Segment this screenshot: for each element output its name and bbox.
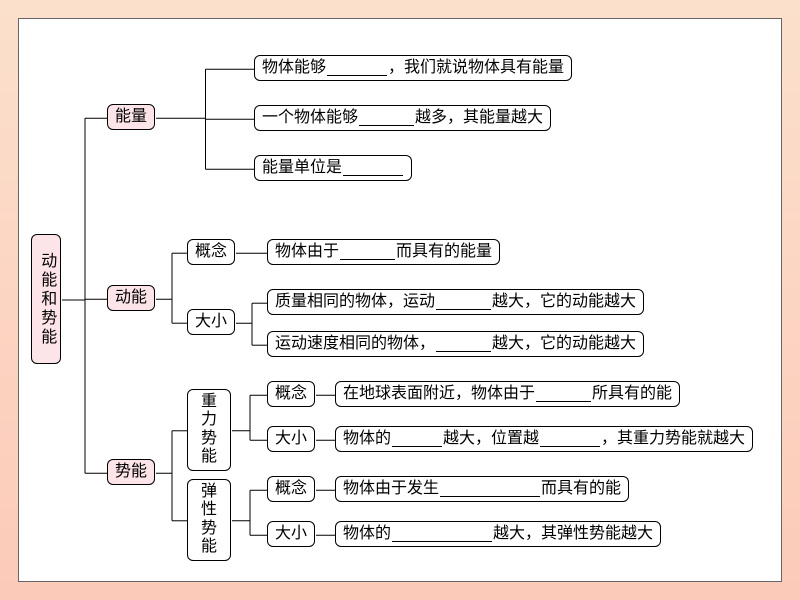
blank [440, 481, 540, 497]
label-concept-2: 概念 [275, 385, 307, 403]
blank [327, 60, 387, 76]
node-kinetic-size: 大小 [187, 309, 235, 335]
leaf-kinetic-size-1: 质量相同的物体，运动越大，它的动能越大 [267, 289, 644, 315]
blank [340, 244, 395, 260]
label-energy: 能量 [115, 108, 147, 126]
blank [392, 526, 492, 542]
blank [536, 386, 591, 402]
label-potential: 势能 [115, 463, 147, 481]
node-epe-size: 大小 [267, 521, 315, 547]
leaf-kinetic-concept: 物体由于而具有的能量 [267, 239, 500, 265]
root-node: 动能和势能 [31, 234, 61, 364]
label-size-2: 大小 [275, 430, 307, 448]
node-gpe: 重力势能 [187, 389, 231, 471]
leaf-energy-2: 一个物体能够越多，其能量越大 [254, 105, 551, 131]
blank [359, 110, 414, 126]
blank [436, 294, 491, 310]
label-size: 大小 [195, 313, 227, 331]
root-label: 动能和势能 [37, 252, 55, 347]
leaf-kinetic-size-2: 运动速度相同的物体，越大，它的动能越大 [267, 331, 644, 357]
leaf-energy-3: 能量单位是 [254, 155, 412, 181]
node-gpe-concept: 概念 [267, 381, 315, 407]
node-epe-concept: 概念 [267, 476, 315, 502]
node-energy: 能量 [107, 104, 155, 130]
blank [540, 431, 600, 447]
label-gpe: 重力势能 [195, 393, 223, 467]
label-size-3: 大小 [275, 525, 307, 543]
leaf-epe-concept: 物体由于发生而具有的能 [335, 476, 629, 502]
label-concept: 概念 [195, 243, 227, 261]
node-epe: 弹性势能 [187, 479, 231, 561]
leaf-gpe-size: 物体的越大，位置越，其重力势能就越大 [335, 426, 753, 452]
node-gpe-size: 大小 [267, 426, 315, 452]
blank [392, 431, 442, 447]
node-kinetic-concept: 概念 [187, 239, 235, 265]
diagram-frame: 动能和势能 能量 动能 势能 概念 大小 重力势能 弹性势能 概念 [18, 18, 782, 582]
leaf-epe-size: 物体的越大，其弹性势能越大 [335, 521, 661, 547]
label-concept-3: 概念 [275, 480, 307, 498]
label-epe: 弹性势能 [195, 483, 223, 557]
blank [343, 160, 403, 176]
leaf-energy-1: 物体能够，我们就说物体具有能量 [254, 55, 572, 81]
node-potential: 势能 [107, 459, 155, 485]
blank [436, 336, 491, 352]
page-outer: 动能和势能 能量 动能 势能 概念 大小 重力势能 弹性势能 概念 [0, 0, 800, 600]
label-kinetic: 动能 [115, 289, 147, 307]
node-kinetic: 动能 [107, 285, 155, 311]
leaf-gpe-concept: 在地球表面附近，物体由于所具有的能 [335, 381, 680, 407]
